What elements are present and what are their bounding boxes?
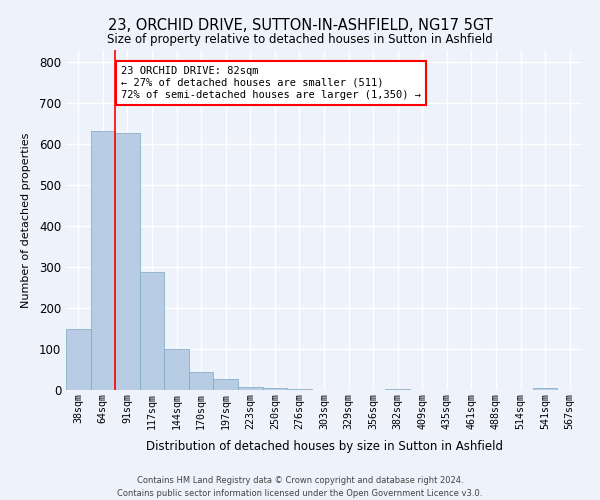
Y-axis label: Number of detached properties: Number of detached properties [20,132,31,308]
Text: 23, ORCHID DRIVE, SUTTON-IN-ASHFIELD, NG17 5GT: 23, ORCHID DRIVE, SUTTON-IN-ASHFIELD, NG… [107,18,493,32]
Bar [189,372,214,390]
Bar [287,389,312,390]
Bar [385,389,410,390]
Text: Size of property relative to detached houses in Sutton in Ashfield: Size of property relative to detached ho… [107,32,493,46]
Bar [66,330,91,390]
Bar [115,132,140,390]
Bar [91,131,115,390]
Text: 23 ORCHID DRIVE: 82sqm
← 27% of detached houses are smaller (511)
72% of semi-de: 23 ORCHID DRIVE: 82sqm ← 27% of detached… [121,66,421,100]
Bar [533,388,557,390]
Text: Contains HM Land Registry data © Crown copyright and database right 2024.
Contai: Contains HM Land Registry data © Crown c… [118,476,482,498]
Bar [263,388,287,390]
Bar [214,378,238,390]
Bar [164,348,189,390]
X-axis label: Distribution of detached houses by size in Sutton in Ashfield: Distribution of detached houses by size … [146,440,503,453]
Bar [140,272,164,390]
Bar [238,386,263,390]
